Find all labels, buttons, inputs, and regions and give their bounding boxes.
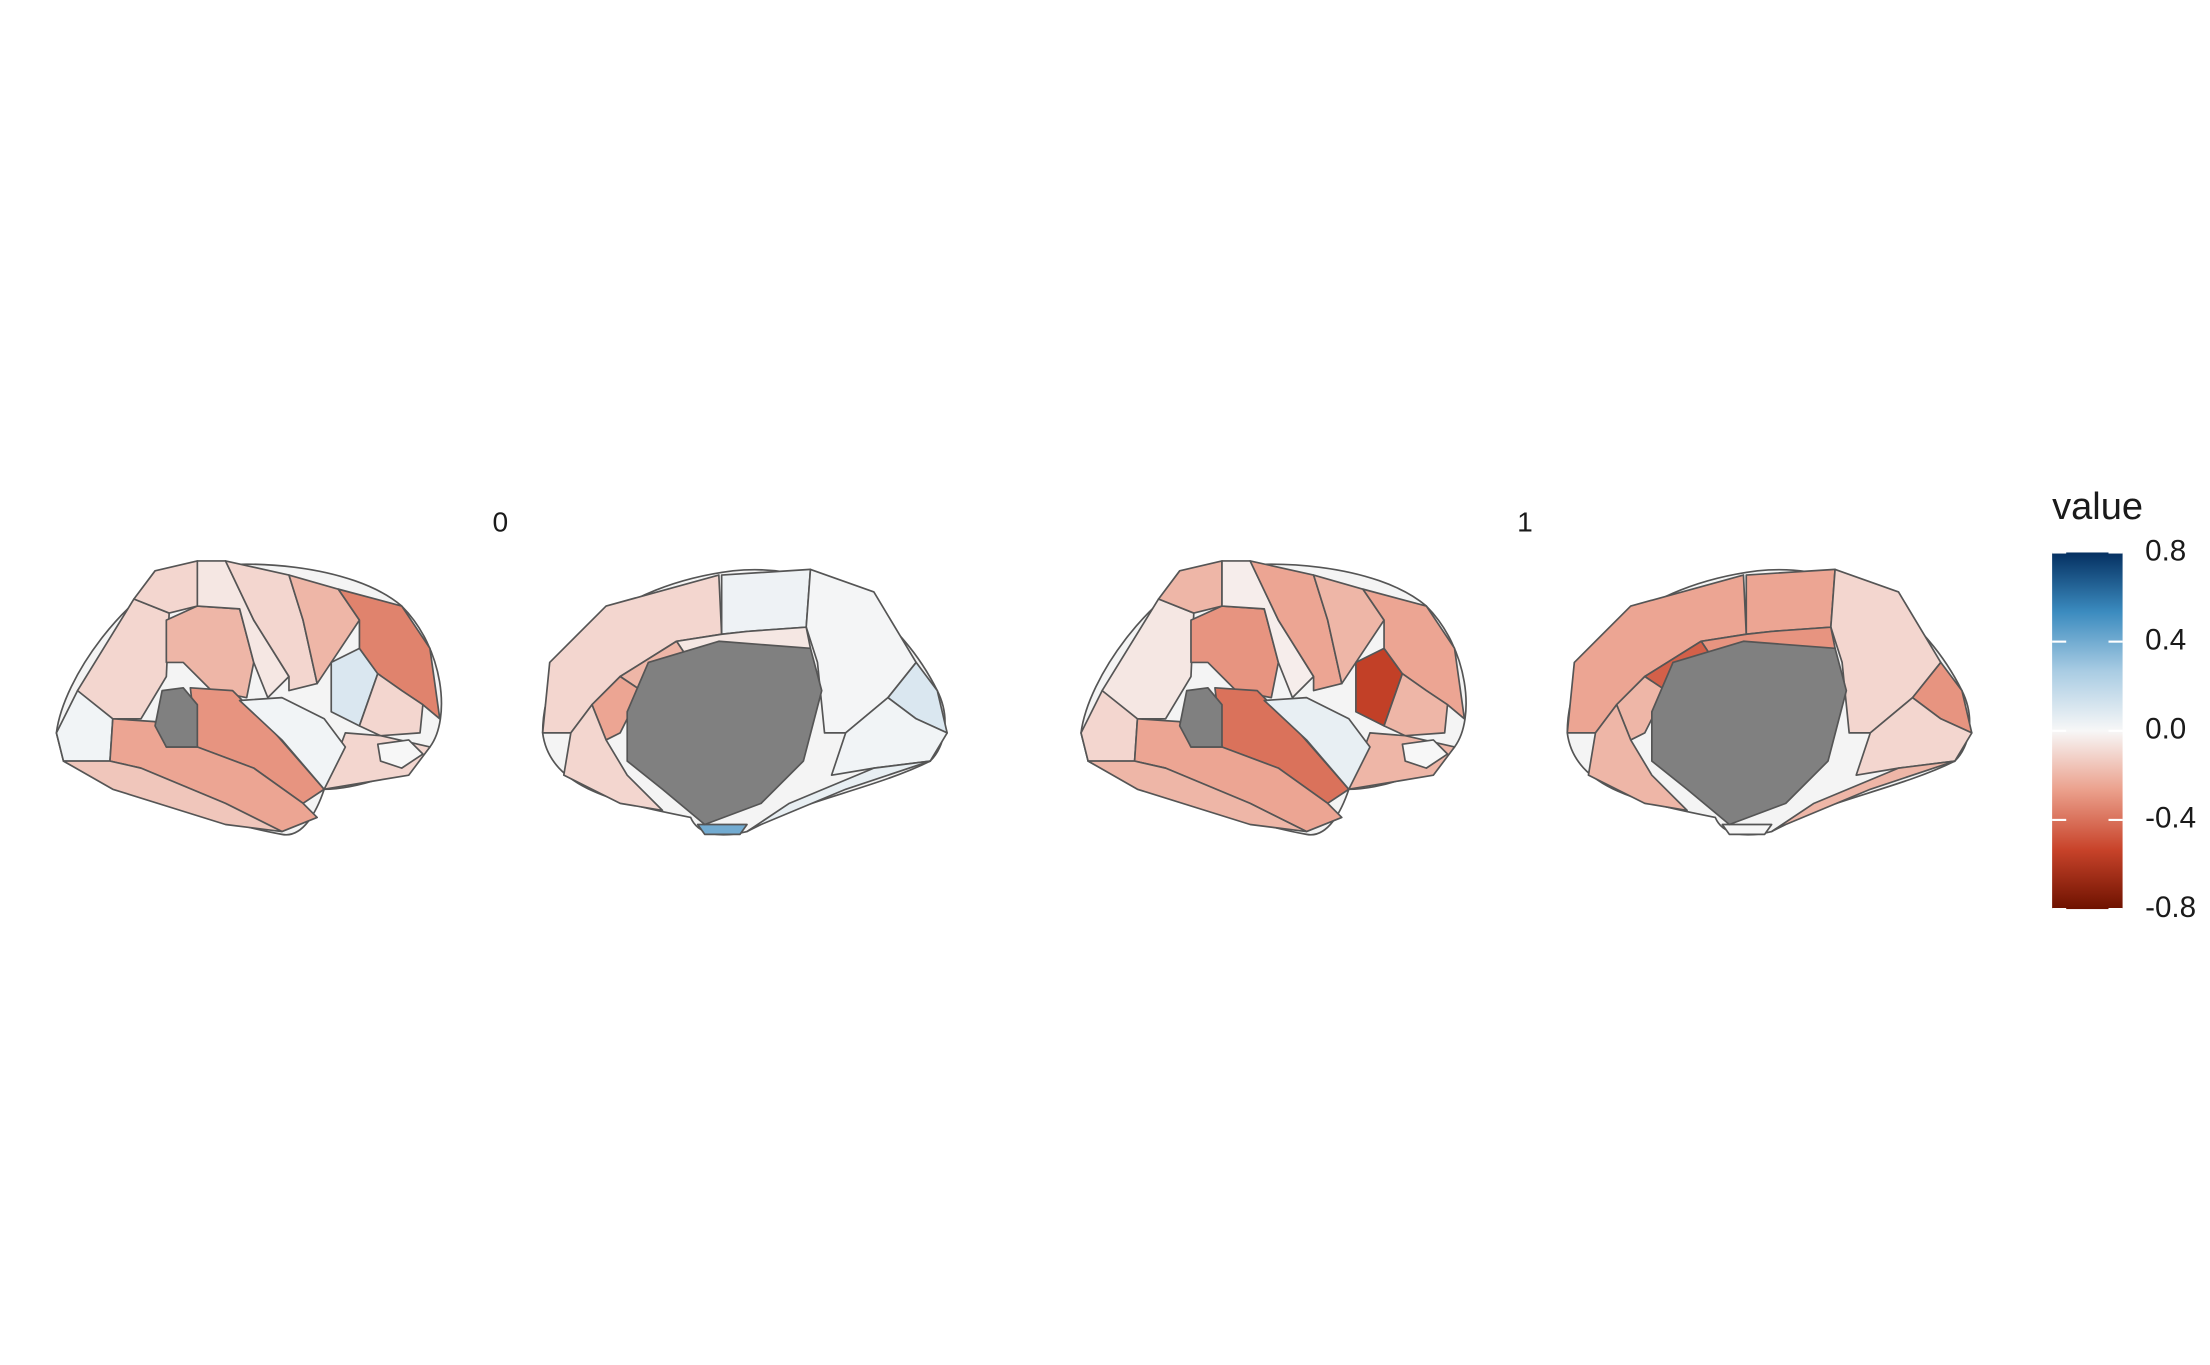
- no-data-region: [1178, 686, 1223, 748]
- region: [746, 760, 932, 833]
- region: [562, 703, 664, 812]
- legend-tick-label: 0.4: [2145, 623, 2186, 656]
- region: [376, 739, 424, 769]
- region: [1587, 703, 1688, 812]
- lateral-view: [55, 560, 443, 836]
- legend-tick-label: 0.8: [2145, 534, 2186, 567]
- region: [720, 568, 812, 636]
- lateral-view: [1080, 560, 1467, 836]
- facet-label: 1: [1517, 506, 1533, 538]
- no-data-region: [154, 686, 199, 748]
- region: [1770, 760, 1956, 833]
- region: [1721, 823, 1773, 836]
- region: [1855, 696, 1973, 777]
- region: [830, 696, 948, 777]
- no-data-region: [626, 640, 823, 826]
- medial-view: [541, 568, 948, 836]
- region: [1087, 760, 1308, 833]
- legend-tick-label: -0.4: [2145, 802, 2196, 835]
- legend-tick-label: 0.0: [2145, 713, 2186, 746]
- region: [696, 823, 748, 836]
- region: [1401, 739, 1449, 769]
- medial-view: [1566, 568, 1973, 836]
- legend-tick-label: -0.8: [2145, 891, 2196, 924]
- facet-label: 0: [493, 506, 509, 538]
- region: [1745, 568, 1836, 636]
- region: [1263, 696, 1371, 791]
- region: [238, 696, 347, 791]
- no-data-region: [1651, 640, 1848, 826]
- region: [62, 760, 283, 833]
- legend-title: value: [2052, 486, 2143, 528]
